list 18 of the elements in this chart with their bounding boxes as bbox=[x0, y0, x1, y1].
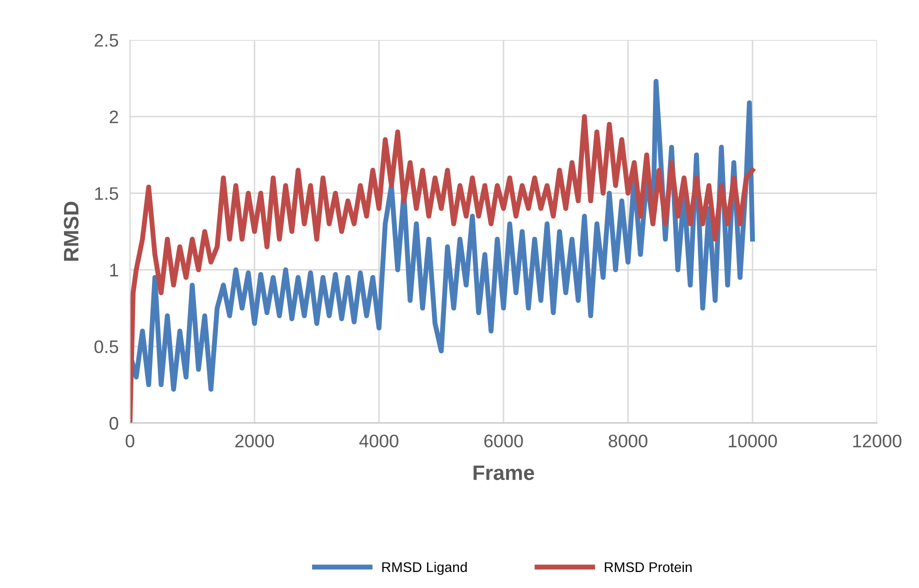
y-tick-label: 2 bbox=[110, 110, 118, 124]
legend-label: RMSD Ligand bbox=[382, 562, 467, 575]
x-tick-label: 8000 bbox=[608, 434, 648, 448]
y-tick-label: 0.5 bbox=[94, 340, 118, 354]
x-tick-label: 10000 bbox=[728, 434, 777, 448]
y-tick-label: 2.5 bbox=[94, 34, 118, 47]
x-tick-label: 12000 bbox=[853, 434, 902, 448]
legend-label: RMSD Protein bbox=[604, 562, 692, 572]
y-tick-label: 0 bbox=[110, 416, 118, 430]
y-axis-title: RMSD bbox=[64, 202, 79, 261]
x-axis-title: Frame bbox=[474, 466, 534, 480]
y-tick-label: 1 bbox=[110, 264, 118, 276]
x-tick-label: 4000 bbox=[359, 434, 398, 448]
line-series bbox=[130, 114, 755, 423]
x-tick-label: 2000 bbox=[235, 434, 274, 448]
x-tick-label: 6000 bbox=[484, 434, 523, 448]
y-tick-label: 1.5 bbox=[95, 187, 118, 200]
x-tick-label: 0 bbox=[126, 434, 134, 448]
